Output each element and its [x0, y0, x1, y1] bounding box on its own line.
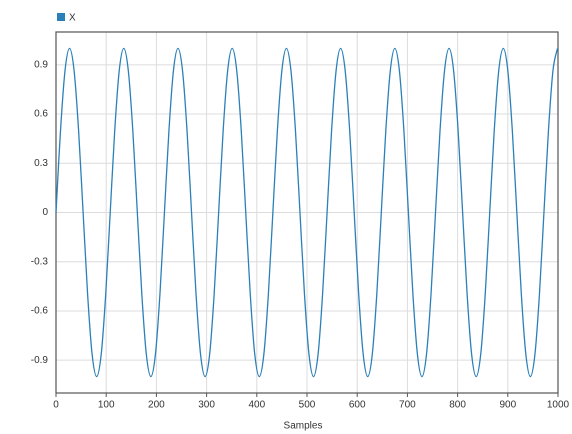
x-tick-label: 200: [148, 400, 165, 411]
y-tick-label: 0.3: [34, 158, 48, 169]
y-tick-label: -0.9: [31, 355, 49, 366]
x-tick-label: 700: [399, 400, 416, 411]
x-tick-label: 300: [198, 400, 215, 411]
x-tick-label: 100: [98, 400, 115, 411]
y-tick-label: -0.6: [31, 306, 49, 317]
x-axis-label: Samples: [284, 421, 323, 432]
x-tick-label: 0: [53, 400, 59, 411]
series-line: [55, 47, 559, 378]
x-tick-label: 500: [299, 400, 316, 411]
x-tick-label: 1000: [547, 400, 570, 411]
y-tick-label: 0.9: [34, 59, 48, 70]
x-tick-label: 900: [499, 400, 516, 411]
y-tick-label: -0.3: [31, 256, 49, 267]
y-tick-label: 0: [42, 207, 48, 218]
legend-label: X: [69, 13, 76, 24]
x-tick-label: 800: [449, 400, 466, 411]
x-tick-label: 600: [349, 400, 366, 411]
x-tick-label: 400: [248, 400, 265, 411]
y-tick-label: 0.6: [34, 109, 48, 120]
legend-swatch: [57, 13, 65, 21]
